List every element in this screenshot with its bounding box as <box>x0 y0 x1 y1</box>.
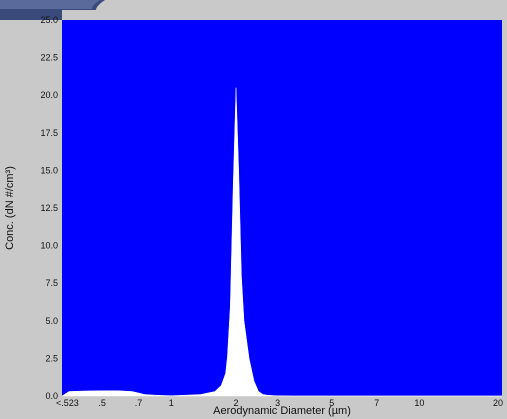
y-tick-labels: 0.0 2.5 5.0 7.5 10.0 12.5 15.0 17.5 20.0 22.5 25.0 <box>40 15 58 401</box>
y-tick-label: 10.0 <box>40 241 58 251</box>
y-axis-label: Conc. (dN #/cm³) <box>4 166 16 250</box>
x-axis-label: Aerodynamic Diameter (µm) <box>213 405 351 417</box>
y-tick-label: 17.5 <box>40 128 58 138</box>
x-tick-label: 5 <box>329 398 334 408</box>
x-tick-label: 3 <box>275 398 280 408</box>
plot-area <box>62 20 502 396</box>
y-tick-label: 2.5 <box>45 353 58 363</box>
y-tick-label: 0.0 <box>45 391 58 401</box>
x-tick-label: 20 <box>493 398 503 408</box>
x-tick-labels: <.523 .5 .7 1 2 3 5 7 10 20 <box>56 398 503 408</box>
y-tick-label: 25.0 <box>40 15 58 25</box>
x-tick-label: 10 <box>414 398 424 408</box>
series-area-group <box>61 87 502 397</box>
y-tick-label: 22.5 <box>40 53 58 63</box>
x-tick-label: .5 <box>98 398 106 408</box>
y-tick-label: 12.5 <box>40 203 58 213</box>
y-tick-label: 7.5 <box>45 278 58 288</box>
y-tick-label: 5.0 <box>45 316 58 326</box>
y-tick-label: 20.0 <box>40 90 58 100</box>
x-tick-label: .7 <box>135 398 143 408</box>
x-tick-label: 7 <box>374 398 379 408</box>
x-tick-label: <.523 <box>56 398 79 408</box>
x-tick-label: 2 <box>233 398 238 408</box>
x-tick-label: 1 <box>169 398 174 408</box>
y-tick-label: 15.0 <box>40 165 58 175</box>
corner-swoosh-highlight <box>0 0 100 9</box>
series-area <box>61 87 502 397</box>
